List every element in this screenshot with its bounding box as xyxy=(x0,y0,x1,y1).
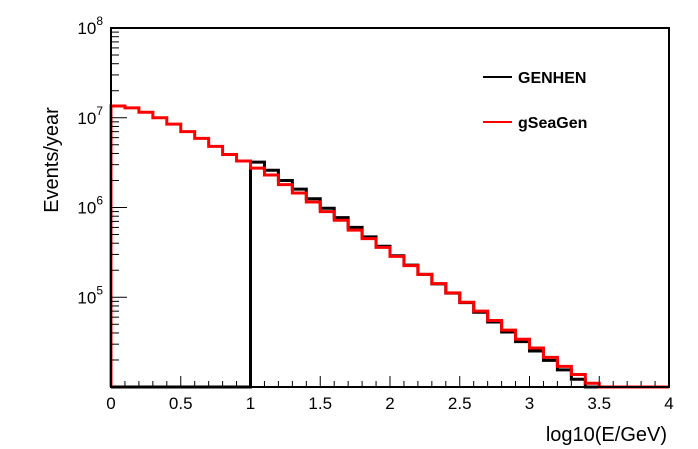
x-tick-label: 1.5 xyxy=(308,394,332,413)
series-line-genhen xyxy=(111,160,669,389)
x-tick-label: 0 xyxy=(106,394,115,413)
y-tick-label: 105 xyxy=(77,283,103,307)
histogram-series-layer xyxy=(109,104,669,389)
x-tick-label: 2.5 xyxy=(448,394,472,413)
x-tick-label: 2 xyxy=(385,394,394,413)
y-axis-title: Events/year xyxy=(41,107,63,213)
x-tick-label: 0.5 xyxy=(169,394,193,413)
x-tick-label: 4 xyxy=(664,394,673,413)
y-tick-labels: 105 106 107 108 xyxy=(77,14,103,307)
x-axis-title: log10(E/GeV) xyxy=(546,424,667,446)
x-tick-labels: 0 0.5 1 1.5 2 2.5 3 3.5 4 xyxy=(106,394,673,413)
x-tick-label: 1 xyxy=(246,394,255,413)
series-line-gseagen xyxy=(109,104,669,389)
legend: GENHEN gSeaGen xyxy=(483,70,587,132)
axis-ticks-layer xyxy=(110,27,670,387)
y-tick-label: 106 xyxy=(77,194,103,218)
x-tick-label: 3 xyxy=(525,394,534,413)
legend-label-gseagen: gSeaGen xyxy=(518,115,587,132)
legend-label-genhen: GENHEN xyxy=(518,70,586,87)
y-tick-label: 107 xyxy=(77,104,103,128)
y-tick-label: 108 xyxy=(77,14,103,38)
x-tick-label: 3.5 xyxy=(587,394,611,413)
